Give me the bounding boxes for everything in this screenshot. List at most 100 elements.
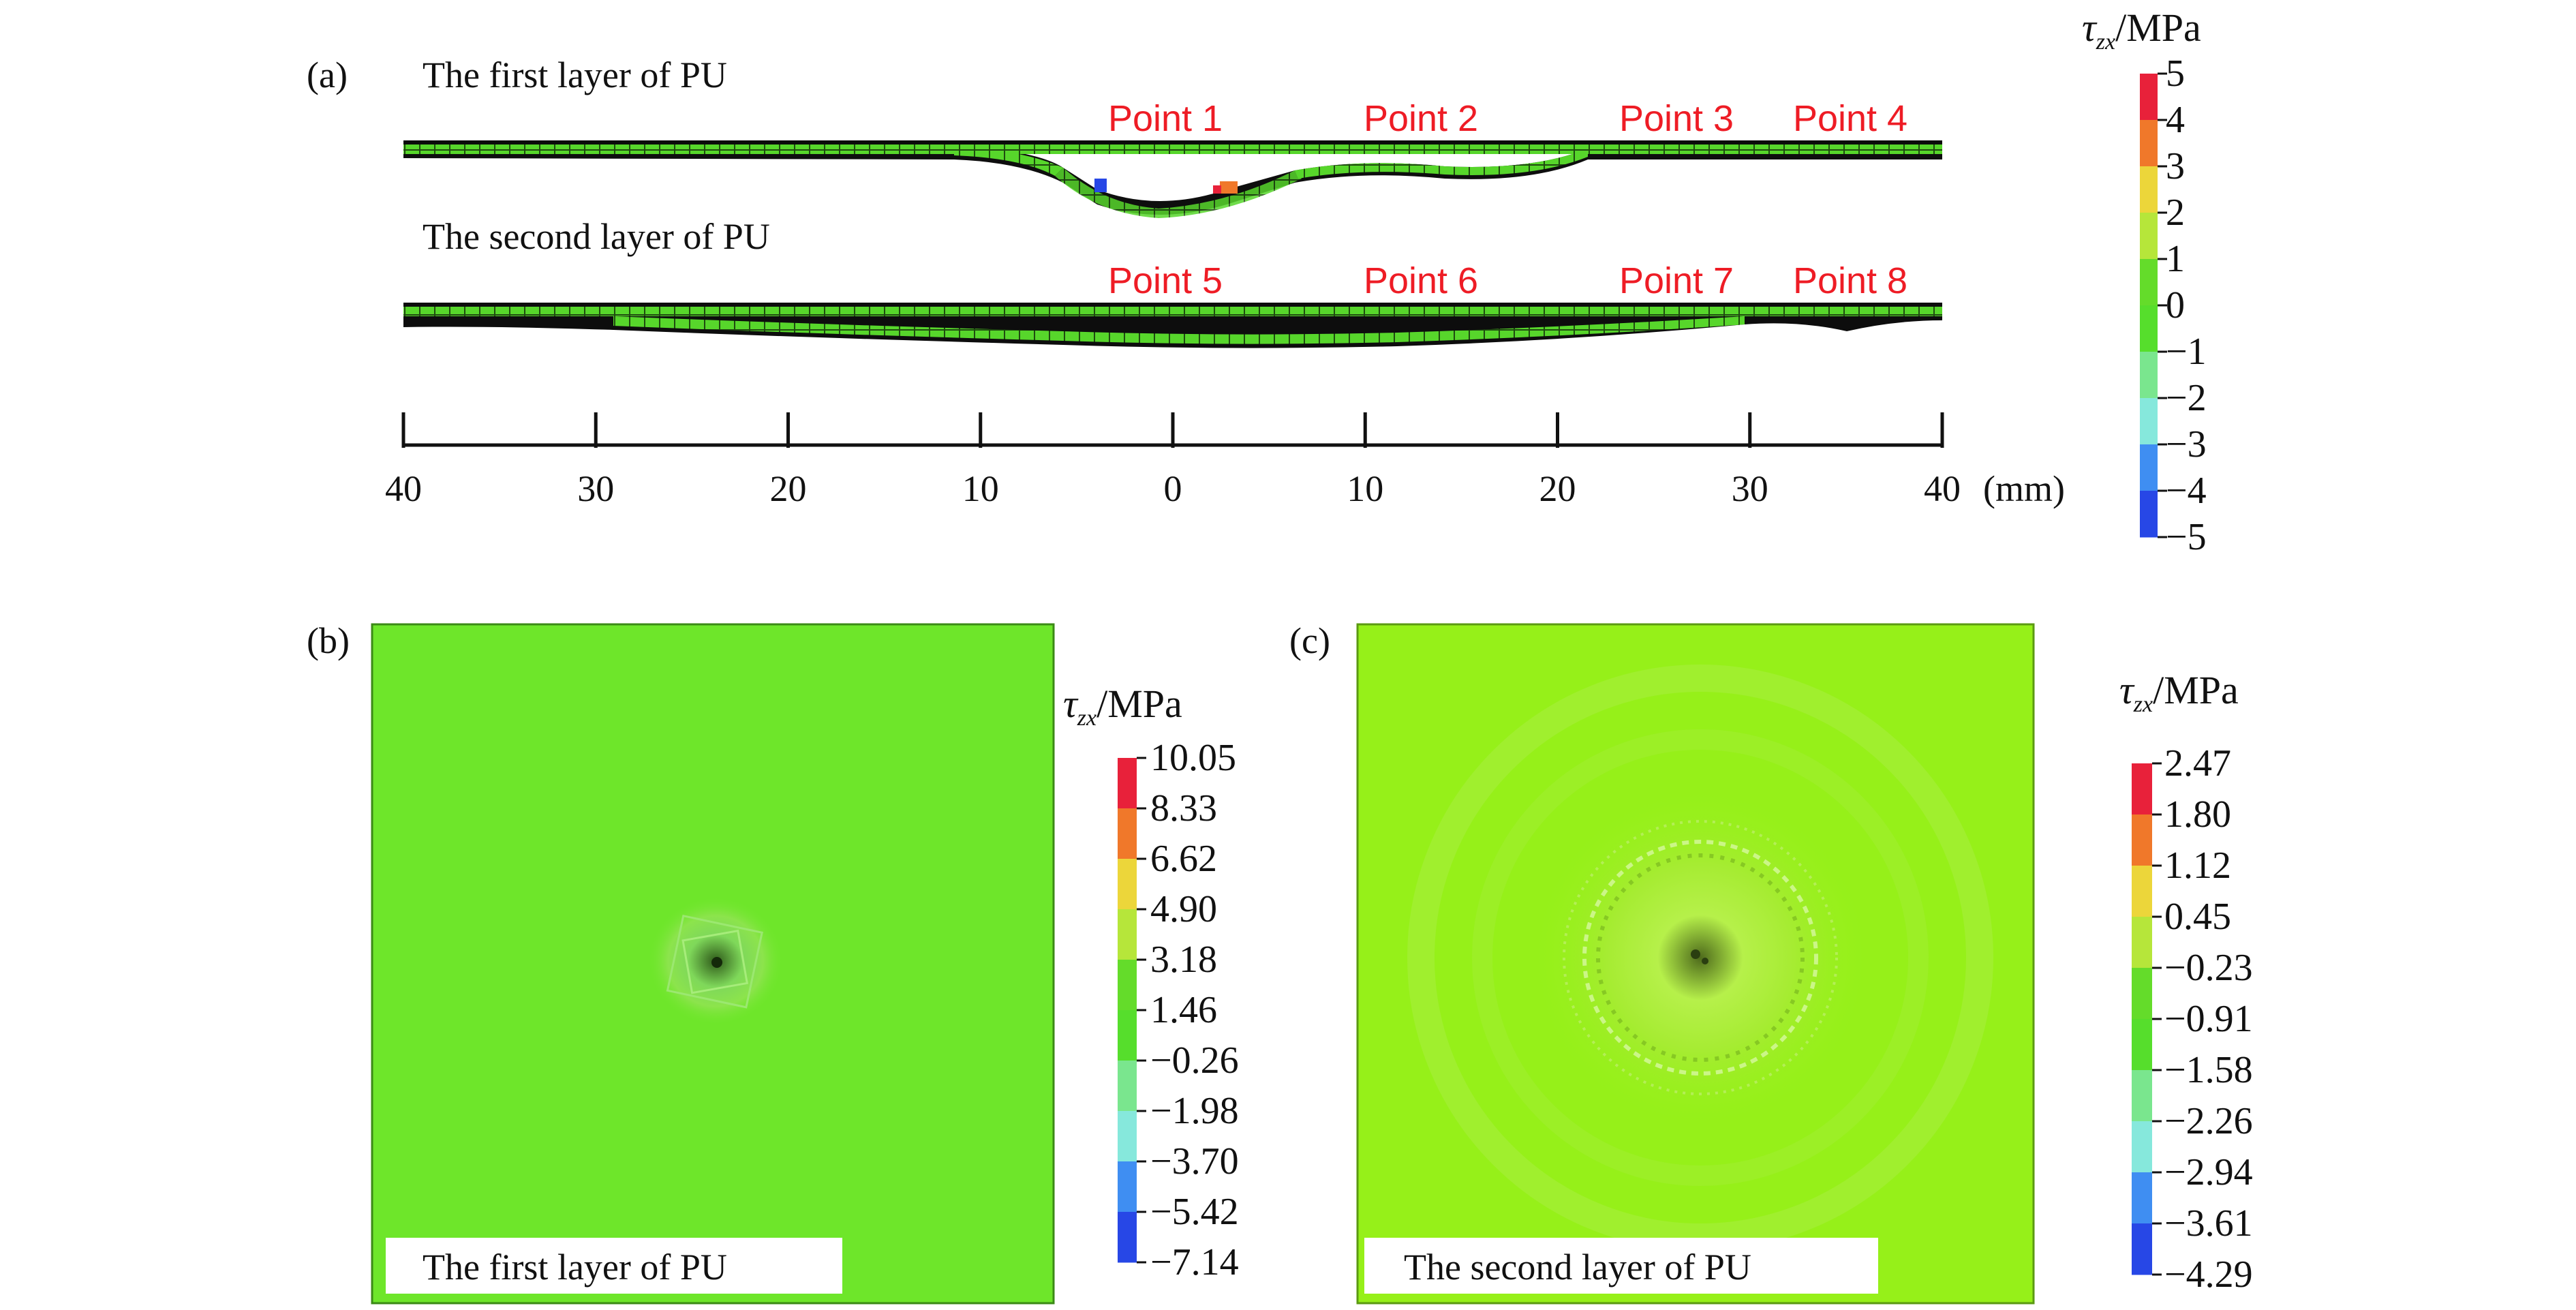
colorbar-segment [2132, 1019, 2152, 1071]
colorbar-segment [1118, 960, 1137, 1011]
panel-a-label: (a) [307, 55, 348, 95]
axis-tick-label: 30 [577, 468, 614, 509]
colorbar-segment [2132, 1070, 2152, 1122]
colorbar-segment [2132, 1121, 2152, 1173]
colorbar-segment [1118, 1161, 1137, 1213]
axis-tick-label: 20 [770, 468, 807, 509]
colorbar-segment [1118, 1010, 1137, 1061]
point-6-label: Point 6 [1364, 260, 1478, 301]
colorbar-segment [2140, 398, 2158, 445]
panel-c-caption-box [1364, 1238, 1878, 1294]
axis-tick-label: 10 [962, 468, 999, 509]
colorbar-segment [2140, 120, 2158, 167]
colorbar-label: −1.58 [2164, 1049, 2253, 1091]
colorbar-c-title: τzx/MPa [2119, 668, 2239, 717]
point-7-label: Point 7 [1619, 260, 1734, 301]
panel-a-layer1-title: The first layer of PU [423, 55, 727, 95]
point-5-label: Point 5 [1108, 260, 1223, 301]
colorbar-label: 4.90 [1150, 888, 1217, 930]
colorbar-segment [2140, 166, 2158, 213]
colorbar-c: τzx/MPa 2.47 1.80 1.12 0.45 −0.23 −0.91 −1.58 −… [2119, 668, 2253, 1296]
colorbar-label: 2 [2166, 192, 2185, 234]
colorbar-segment [1118, 1111, 1137, 1162]
colorbar-label: 0 [2166, 284, 2185, 326]
point-8-label: Point 8 [1793, 260, 1907, 301]
colorbar-label: −2.26 [2164, 1100, 2253, 1142]
colorbar-segment [2140, 444, 2158, 491]
colorbar-label: 1.80 [2164, 793, 2231, 836]
colorbar-label: −5 [2166, 516, 2207, 558]
point-2-label: Point 2 [1364, 98, 1478, 139]
colorbar-label: 8.33 [1150, 787, 1217, 829]
colorbar-label: −3 [2166, 423, 2207, 466]
colorbar-label: −7.14 [1150, 1241, 1239, 1283]
colorbar-label: −1.98 [1150, 1090, 1239, 1132]
axis-tick-label: 0 [1164, 468, 1182, 509]
colorbar-label: −2.94 [2164, 1151, 2253, 1193]
panel-a-axis: 40 30 20 10 0 10 20 30 40 (mm) [385, 412, 2065, 509]
colorbar-segment [2132, 763, 2152, 815]
colorbar-label: −0.23 [2164, 947, 2253, 989]
colorbar-segment [2140, 213, 2158, 260]
colorbar-label: 4 [2166, 99, 2185, 141]
colorbar-segment [1118, 808, 1137, 859]
colorbar-segment [2140, 352, 2158, 399]
point-3-label: Point 3 [1619, 98, 1734, 139]
panel-b-label: (b) [307, 620, 350, 661]
colorbar-segment [2132, 1172, 2152, 1224]
colorbar-label: −4 [2166, 470, 2207, 512]
colorbar-segment [1118, 859, 1137, 910]
colorbar-segment [1118, 1061, 1137, 1112]
point-4-label: Point 4 [1793, 98, 1907, 139]
axis-tick-label: 10 [1347, 468, 1383, 509]
colorbar-a: τzx/MPa 543 210 −1−2−3−4−5 [2082, 5, 2207, 558]
colorbar-b: τzx/MPa 10.05 8.33 6.62 4.90 3.18 1.46 −0.26 −1… [1063, 682, 1239, 1283]
colorbar-segment [2132, 968, 2152, 1020]
colorbar-label: −2 [2166, 377, 2207, 419]
colorbar-label: 1 [2166, 238, 2185, 280]
colorbar-label: −0.26 [1150, 1039, 1239, 1082]
colorbar-label: 10.05 [1150, 737, 1236, 779]
colorbar-segment [2140, 74, 2158, 121]
layer1-strip [403, 140, 1942, 218]
axis-tick-label: 40 [385, 468, 422, 509]
colorbar-label: 3.18 [1150, 939, 1217, 981]
colorbar-segment [2140, 259, 2158, 306]
colorbar-segment [1118, 758, 1137, 809]
axis-tick-label: 40 [1924, 468, 1961, 509]
panel-c-label: (c) [1289, 620, 1330, 661]
colorbar-segment [2132, 814, 2152, 866]
axis-tick-label: 20 [1539, 468, 1576, 509]
colorbar-label: 2.47 [2164, 742, 2231, 785]
colorbar-label: −1 [2166, 331, 2207, 373]
panel-b-caption-box [386, 1238, 842, 1294]
colorbar-label: 1.46 [1150, 989, 1217, 1031]
panel-b-contour: The first layer of PU [371, 623, 1055, 1305]
colorbar-b-title: τzx/MPa [1063, 682, 1182, 731]
colorbar-label: −0.91 [2164, 998, 2253, 1040]
colorbar-segment [2132, 1223, 2152, 1275]
colorbar-segment [1118, 909, 1137, 960]
colorbar-segment [2140, 305, 2158, 352]
colorbar-label: −4.29 [2164, 1253, 2253, 1296]
colorbar-segment [2132, 866, 2152, 917]
colorbar-label: 5 [2166, 52, 2185, 95]
colorbar-label: 0.45 [2164, 896, 2231, 938]
axis-unit: (mm) [1983, 468, 2065, 509]
panel-a-layer2-title: The second layer of PU [423, 216, 770, 257]
layer2-strip [403, 303, 1942, 348]
axis-tick-label: 30 [1732, 468, 1768, 509]
colorbar-segment [2132, 917, 2152, 969]
panel-c-caption: The second layer of PU [1404, 1247, 1751, 1288]
panel-b-caption: The first layer of PU [423, 1247, 727, 1288]
colorbar-label: −5.42 [1150, 1191, 1239, 1233]
colorbar-label: 6.62 [1150, 838, 1217, 880]
panel-c-contour: The second layer of PU [1356, 623, 2035, 1305]
colorbar-segment [1118, 1212, 1137, 1263]
colorbar-label: −3.61 [2164, 1202, 2253, 1245]
colorbar-segment [2140, 491, 2158, 538]
colorbar-label: 1.12 [2164, 844, 2231, 887]
colorbar-a-title: τzx/MPa [2082, 5, 2201, 55]
colorbar-label: 3 [2166, 145, 2185, 187]
